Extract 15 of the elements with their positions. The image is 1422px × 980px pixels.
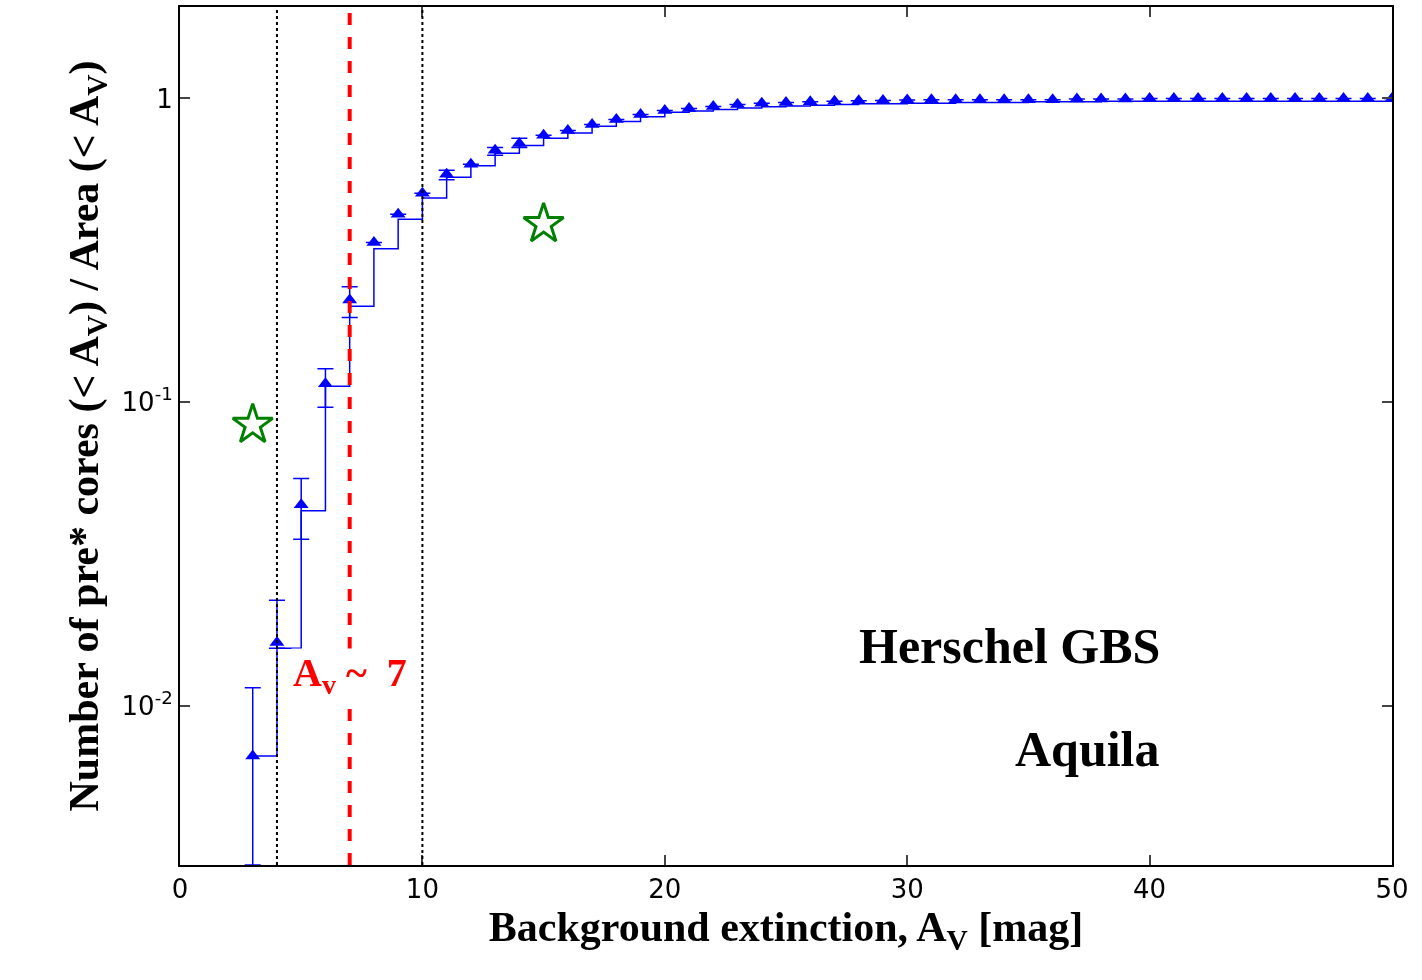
x-tick-label: 40 bbox=[1133, 874, 1167, 905]
x-tick-label: 0 bbox=[171, 874, 189, 905]
y-tick-label: 10$^{-2}$ bbox=[121, 687, 173, 722]
point bbox=[231, 402, 275, 444]
annotation: Aquila bbox=[1015, 721, 1160, 777]
x-tick-label: 20 bbox=[648, 874, 682, 905]
x-tick-label: 10 bbox=[405, 874, 439, 905]
x-axis-title: Background extinction, A$_{V}$ [mag] bbox=[488, 904, 1084, 957]
ref-line-label: A$_{v}$ ~ 7 bbox=[293, 650, 407, 701]
y-tick-label: 1 bbox=[156, 83, 173, 114]
x-tick-label: 30 bbox=[890, 874, 924, 905]
annotation: Herschel GBS bbox=[859, 618, 1161, 674]
point bbox=[522, 201, 566, 243]
y-tick-label: 10$^{-1}$ bbox=[121, 383, 173, 418]
x-tick-label: 50 bbox=[1375, 874, 1409, 905]
